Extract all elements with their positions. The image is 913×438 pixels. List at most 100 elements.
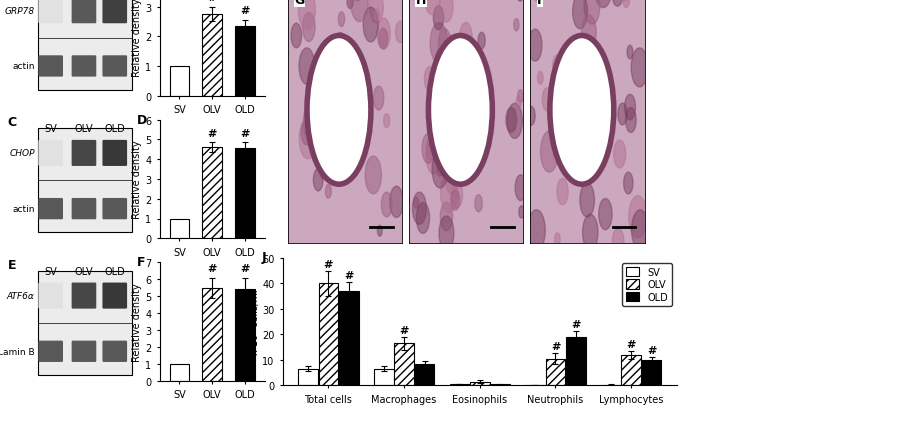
Circle shape <box>383 114 390 128</box>
Bar <box>415 364 435 385</box>
Circle shape <box>322 105 337 138</box>
Circle shape <box>518 91 523 103</box>
Circle shape <box>333 97 351 138</box>
Circle shape <box>435 48 449 81</box>
Circle shape <box>377 226 383 237</box>
Circle shape <box>313 169 323 191</box>
Circle shape <box>428 36 492 185</box>
Circle shape <box>506 108 517 133</box>
Circle shape <box>365 157 382 194</box>
Circle shape <box>572 0 587 30</box>
Y-axis label: Relative density: Relative density <box>132 283 142 361</box>
Circle shape <box>461 154 467 166</box>
Bar <box>642 360 661 385</box>
Bar <box>546 359 565 385</box>
Text: #: # <box>207 0 217 3</box>
FancyBboxPatch shape <box>38 56 63 78</box>
Circle shape <box>632 210 648 250</box>
Circle shape <box>413 193 426 225</box>
Circle shape <box>377 19 391 50</box>
Bar <box>449 384 469 385</box>
Circle shape <box>353 0 362 2</box>
FancyBboxPatch shape <box>102 0 127 24</box>
Bar <box>394 343 414 385</box>
Circle shape <box>475 195 482 212</box>
Legend: SV, OLV, OLD: SV, OLV, OLD <box>622 263 672 306</box>
Text: OLV: OLV <box>75 266 93 276</box>
Text: OLD: OLD <box>104 266 125 276</box>
FancyBboxPatch shape <box>38 341 63 362</box>
Circle shape <box>339 38 356 79</box>
Circle shape <box>624 95 635 120</box>
Circle shape <box>299 0 315 31</box>
Text: J: J <box>261 251 266 264</box>
Circle shape <box>437 162 443 177</box>
Text: #: # <box>207 263 217 273</box>
Circle shape <box>451 181 463 208</box>
Text: #: # <box>240 6 250 16</box>
Circle shape <box>552 56 562 78</box>
Circle shape <box>345 92 356 118</box>
Bar <box>170 67 189 96</box>
Circle shape <box>624 173 633 194</box>
FancyBboxPatch shape <box>71 283 96 309</box>
Text: #: # <box>626 339 635 349</box>
Circle shape <box>339 62 352 94</box>
FancyBboxPatch shape <box>38 0 63 24</box>
Y-axis label: x 10⁴ cells/ml: x 10⁴ cells/ml <box>249 289 259 355</box>
Circle shape <box>538 72 543 85</box>
Text: #: # <box>344 271 353 280</box>
FancyBboxPatch shape <box>71 141 96 166</box>
Circle shape <box>303 103 320 143</box>
Text: I: I <box>537 0 541 7</box>
Circle shape <box>550 110 556 124</box>
FancyBboxPatch shape <box>38 283 63 309</box>
Circle shape <box>351 0 368 23</box>
Circle shape <box>438 29 450 57</box>
Circle shape <box>478 33 485 49</box>
Circle shape <box>320 166 326 180</box>
Bar <box>170 364 189 381</box>
FancyBboxPatch shape <box>102 141 127 166</box>
Text: OLD: OLD <box>104 124 125 134</box>
Circle shape <box>617 0 635 2</box>
FancyBboxPatch shape <box>38 198 63 220</box>
Circle shape <box>414 198 419 209</box>
Circle shape <box>451 191 459 211</box>
Circle shape <box>363 8 378 43</box>
Circle shape <box>311 99 327 135</box>
FancyBboxPatch shape <box>38 0 132 90</box>
Circle shape <box>374 10 380 22</box>
Circle shape <box>532 0 542 2</box>
Text: C: C <box>7 116 16 129</box>
Circle shape <box>373 87 383 111</box>
Text: #: # <box>240 128 250 138</box>
Circle shape <box>382 193 392 217</box>
Circle shape <box>594 94 609 127</box>
Circle shape <box>515 175 526 201</box>
Circle shape <box>299 119 317 159</box>
Circle shape <box>307 36 371 185</box>
Circle shape <box>302 13 315 42</box>
Circle shape <box>540 132 558 173</box>
Circle shape <box>314 112 324 134</box>
Circle shape <box>439 216 454 251</box>
Circle shape <box>612 0 623 7</box>
Text: F: F <box>137 256 145 268</box>
Bar <box>490 384 510 385</box>
Circle shape <box>341 64 357 100</box>
Circle shape <box>555 233 561 246</box>
Circle shape <box>460 23 472 52</box>
FancyBboxPatch shape <box>102 341 127 362</box>
FancyBboxPatch shape <box>38 129 132 233</box>
Bar <box>621 355 641 385</box>
FancyBboxPatch shape <box>71 0 96 24</box>
Circle shape <box>440 0 453 23</box>
FancyBboxPatch shape <box>102 56 127 78</box>
Circle shape <box>465 173 470 184</box>
Bar <box>170 219 189 239</box>
Circle shape <box>599 199 612 230</box>
Circle shape <box>436 81 449 115</box>
Text: CHOP: CHOP <box>9 149 35 158</box>
Bar <box>373 369 394 385</box>
